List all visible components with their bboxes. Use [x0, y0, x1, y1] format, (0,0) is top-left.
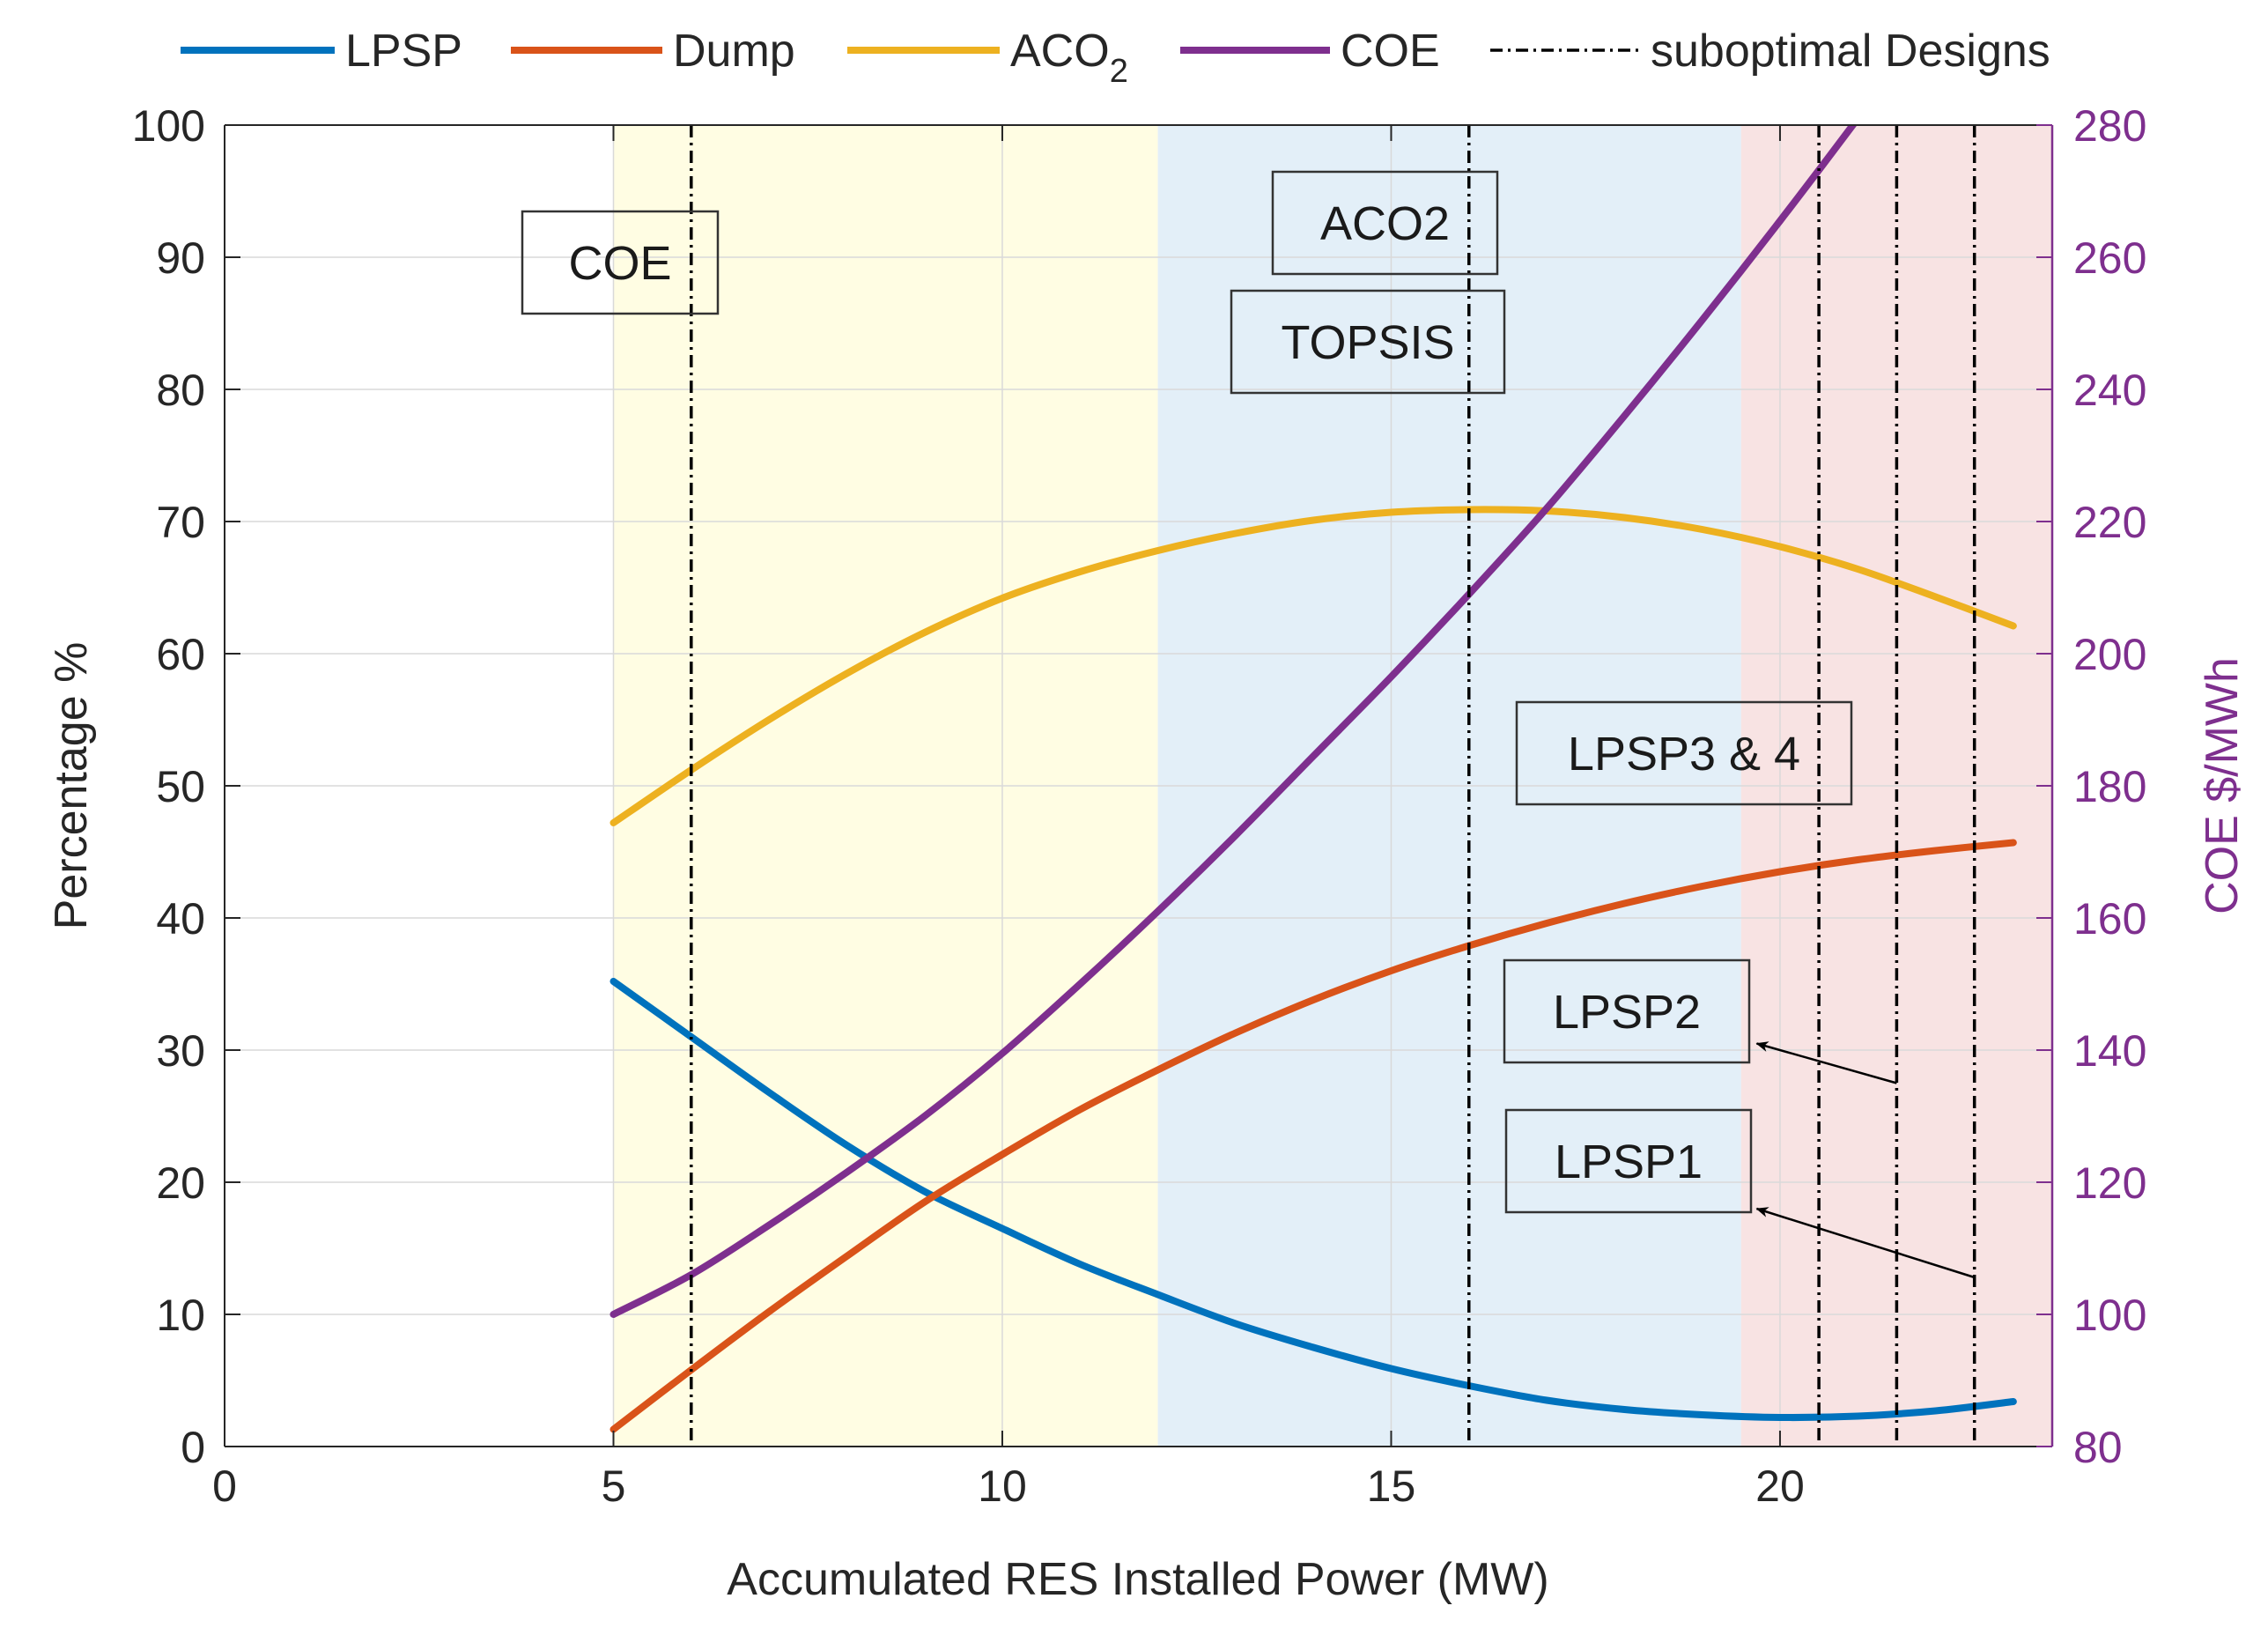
legend-label: COE — [1341, 26, 1440, 77]
annotation-aco2: ACO2 — [1271, 170, 1499, 276]
y2-tick-label: 120 — [2073, 1158, 2146, 1208]
legend-item-dump: Dump — [511, 26, 795, 77]
y-tick-label: 60 — [156, 630, 205, 679]
y-tick-label: 80 — [156, 366, 205, 415]
legend-label: Dump — [673, 26, 795, 77]
annotation-box — [1515, 700, 1853, 806]
x-tick-label: 20 — [1755, 1462, 1805, 1511]
legend-item-coe: COE — [1180, 26, 1440, 77]
annotation-label: TOPSIS — [1281, 316, 1454, 369]
y2-axis-label: COE $/MWh — [2197, 657, 2248, 914]
series-line-coe — [609, 125, 1858, 1318]
y-tick-label: 70 — [156, 498, 205, 547]
legend-item-suboptimal-designs: suboptimal Designs — [1490, 26, 2050, 77]
y-tick-label: 10 — [156, 1291, 205, 1340]
annotation-box — [1503, 958, 1751, 1064]
suboptimal-design-lines — [690, 125, 1976, 1447]
y2-tick-label: 80 — [2073, 1423, 2123, 1472]
annotation-label: LPSP2 — [1553, 986, 1701, 1039]
y2-tick-label: 260 — [2073, 233, 2146, 283]
legend-label: LPSP — [345, 26, 462, 77]
annotation-box — [521, 210, 720, 315]
annotation-box — [1504, 1108, 1753, 1214]
annotation-box — [1230, 289, 1506, 395]
series-line-dump — [609, 839, 2017, 1433]
legend-subscript: 2 — [1110, 53, 1128, 90]
annotations: COE ACO2 TOPSIS LPSP3 & 4 LPSP2 LPSP1 — [521, 170, 1976, 1279]
y2-tick-label: 100 — [2073, 1291, 2146, 1340]
y-tick-label: 100 — [132, 101, 205, 151]
annotation-arrow — [1755, 1041, 1897, 1084]
annotation-lpsp1: LPSP1 — [1504, 1108, 1976, 1279]
y2-tick-label: 240 — [2073, 366, 2146, 415]
y2-tick-label: 220 — [2073, 498, 2146, 547]
annotation-lpsp2: LPSP2 — [1503, 958, 1897, 1084]
y2-tick-label: 160 — [2073, 894, 2146, 944]
x-tick-label: 10 — [978, 1462, 1027, 1511]
y2-tick-label: 180 — [2073, 762, 2146, 811]
series-lines — [609, 125, 2017, 1433]
y-tick-label: 90 — [156, 233, 205, 283]
y-tick-label: 20 — [156, 1158, 205, 1208]
y-tick-label: 40 — [156, 894, 205, 944]
annotation-lpsp3-4: LPSP3 & 4 — [1515, 700, 1853, 806]
annotation-label: COE — [568, 237, 671, 290]
annotation-coe: COE — [521, 210, 720, 315]
legend-item-lpsp: LPSP — [181, 26, 462, 77]
annotation-label: ACO2 — [1320, 197, 1450, 250]
x-tick-label: 5 — [602, 1462, 626, 1511]
axes: 0 5 10 15 2001020304050607080901008010012014… — [132, 101, 2147, 1511]
annotation-label: LPSP1 — [1555, 1136, 1703, 1188]
series-line-aco2 — [609, 506, 2017, 826]
y2-tick-label: 280 — [2073, 101, 2146, 151]
y-axis-label: Percentage % — [46, 642, 97, 930]
y2-tick-label: 200 — [2073, 630, 2146, 679]
y-tick-label: 30 — [156, 1026, 205, 1076]
annotation-arrow — [1755, 1207, 1976, 1279]
x-axis-label: Accumulated RES Installed Power (MW) — [727, 1554, 1548, 1605]
series-line-lpsp — [609, 978, 2017, 1422]
legend-label: suboptimal Designs — [1651, 26, 2050, 77]
y2-tick-label: 140 — [2073, 1026, 2146, 1076]
annotation-topsis: TOPSIS — [1230, 289, 1506, 395]
annotation-label: LPSP3 & 4 — [1568, 728, 1800, 781]
y-tick-label: 0 — [181, 1423, 205, 1472]
y-tick-label: 50 — [156, 762, 205, 811]
x-tick-label: 0 — [212, 1462, 237, 1511]
annotation-box — [1271, 170, 1499, 276]
x-tick-label: 15 — [1367, 1462, 1416, 1511]
